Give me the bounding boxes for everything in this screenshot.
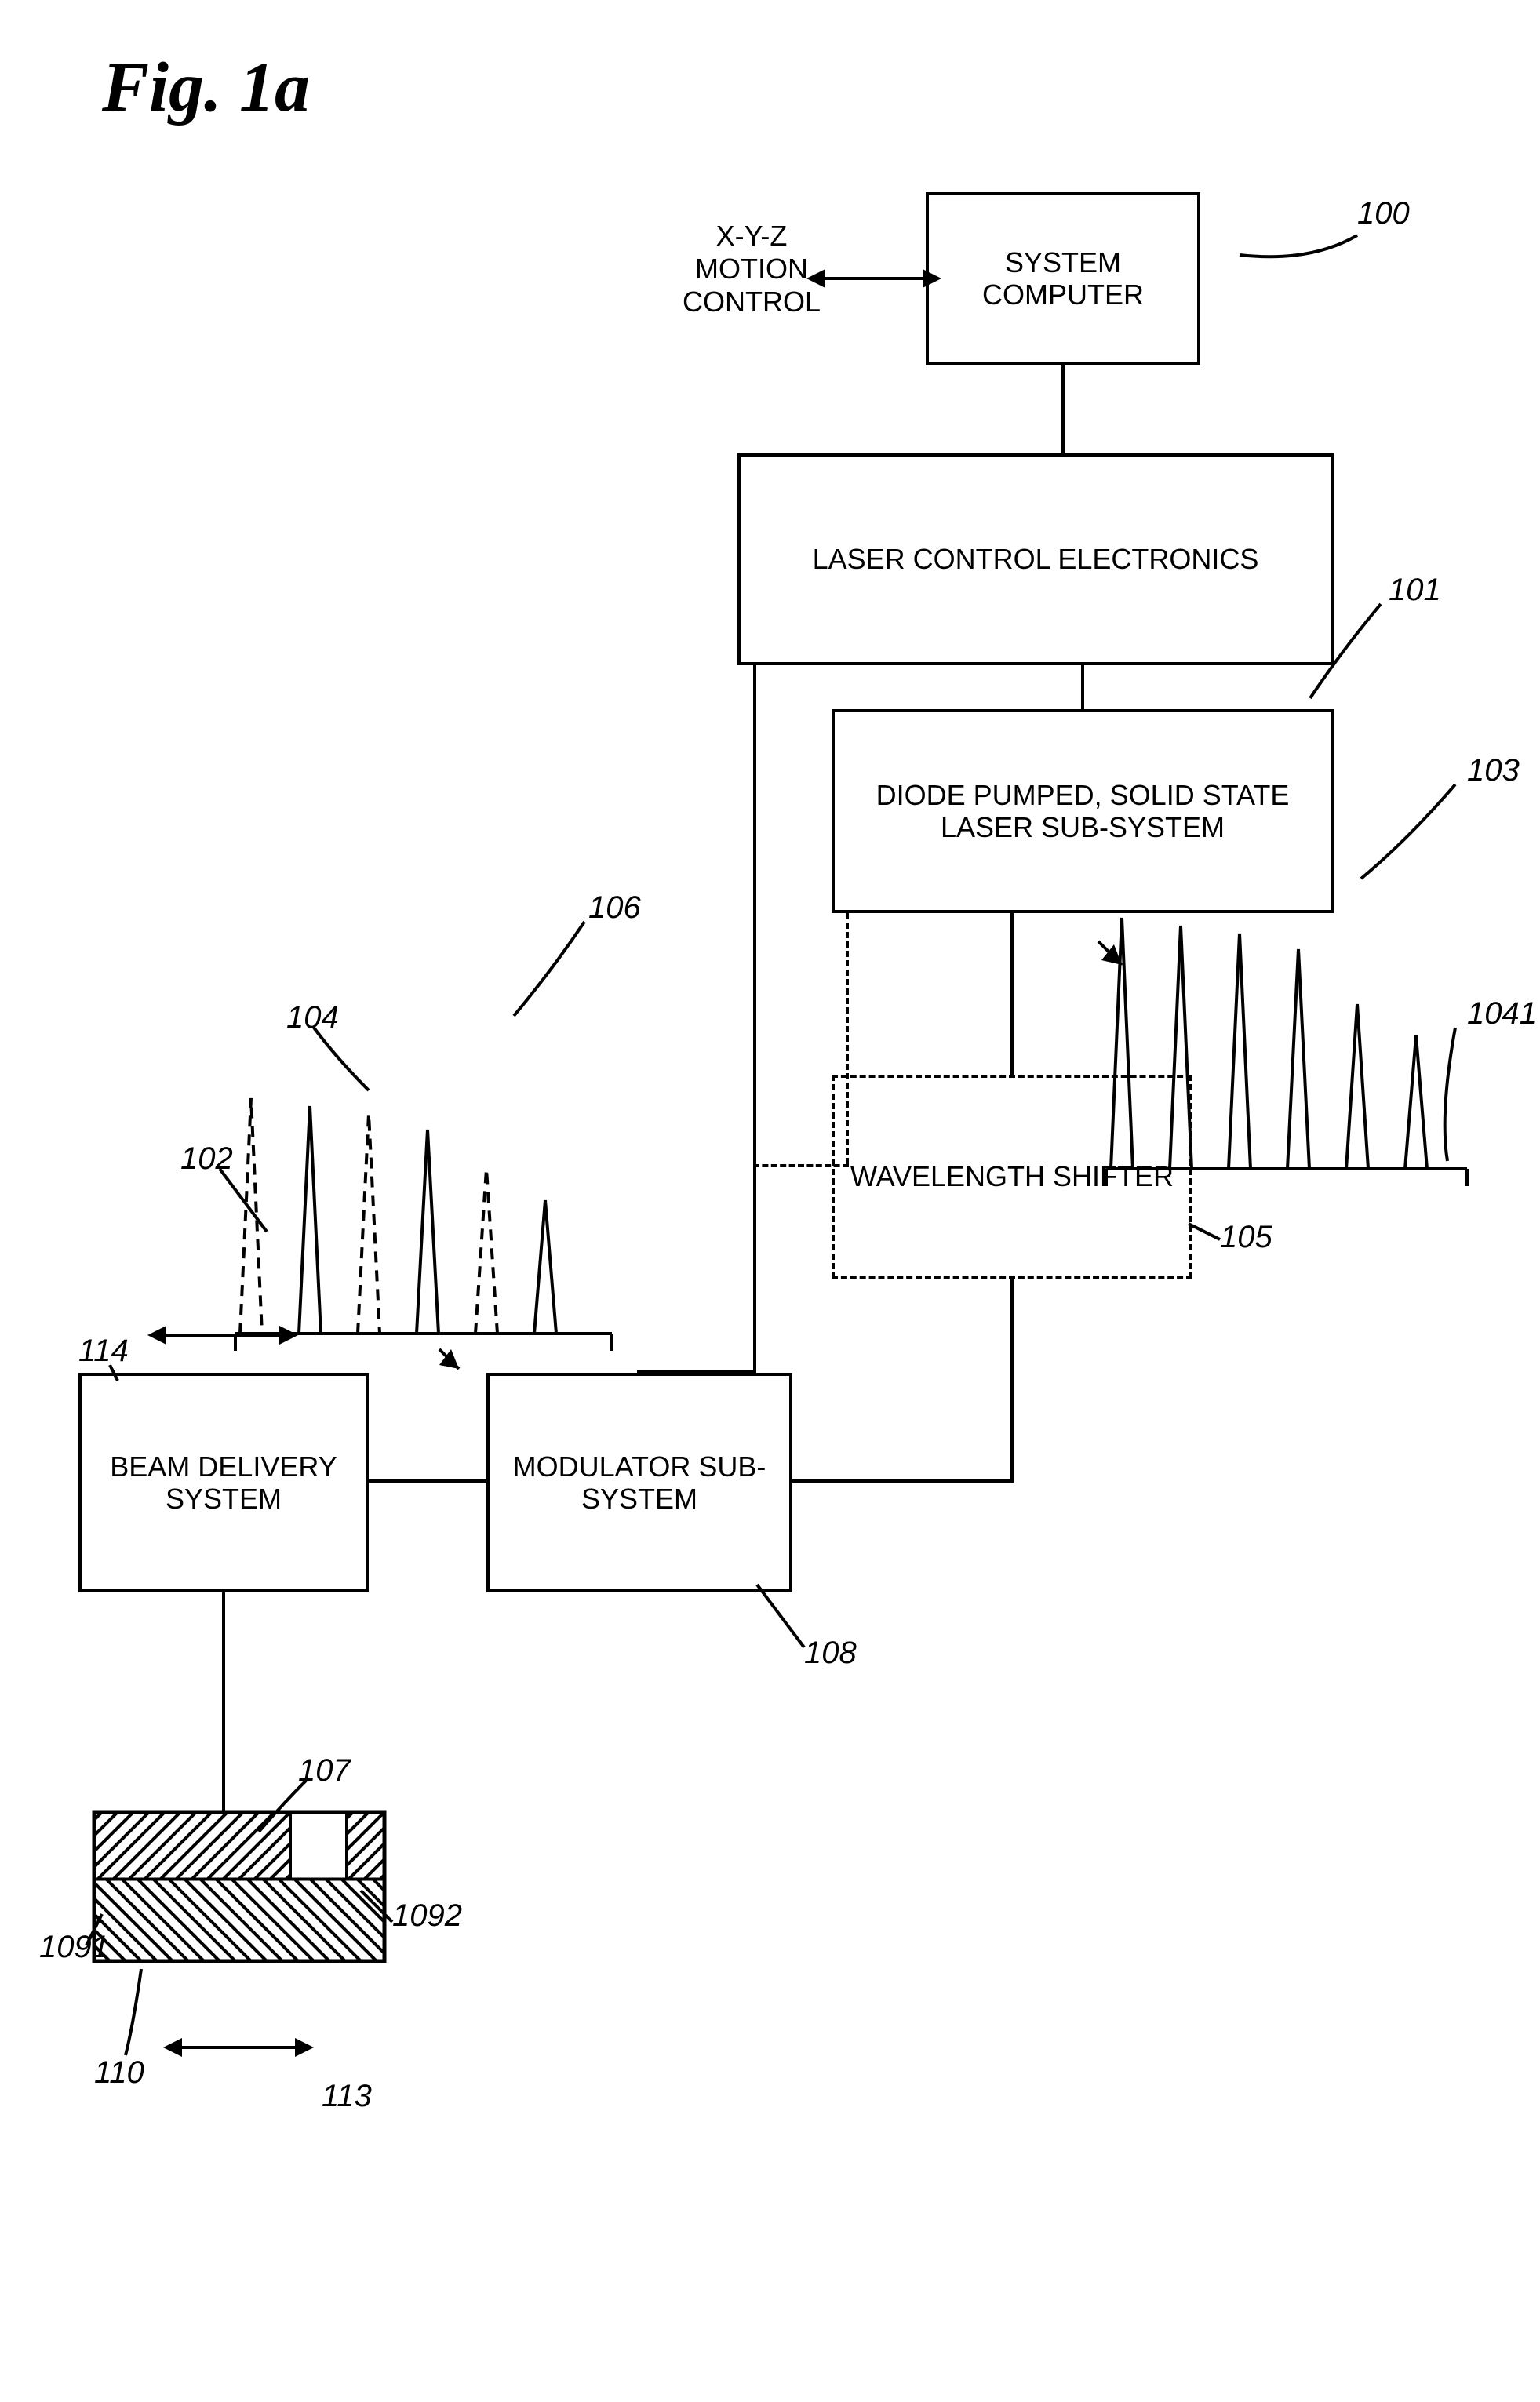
- leader-lines: [0, 0, 1540, 2402]
- block-laser-sub: DIODE PUMPED, SOLID STATE LASER SUB-SYST…: [832, 709, 1334, 913]
- block-wavelength-shifter: WAVELENGTH SHIFTER: [832, 1075, 1192, 1279]
- pulse-train-right: [0, 0, 1540, 2402]
- conn-lasersub-dash-h: [753, 1164, 849, 1167]
- motion-arrow-113-l: [163, 2038, 182, 2057]
- label-101: 101: [1389, 573, 1441, 608]
- block-wavelength-text: WAVELENGTH SHIFTER: [850, 1160, 1174, 1192]
- label-1091: 1091: [39, 1930, 109, 1965]
- motion-arrow-h: [165, 1334, 282, 1337]
- block-laser-control-text: LASER CONTROL ELECTRONICS: [813, 543, 1259, 575]
- label-motion: X-Y-Z MOTION CONTROL: [683, 220, 821, 318]
- motion-arrow-113: [180, 2046, 298, 2049]
- conn-lasersub-wavelength: [1010, 913, 1014, 1075]
- conn-lasersub-dash: [846, 913, 849, 1164]
- block-system-computer: SYSTEM COMPUTER: [926, 192, 1200, 365]
- label-102: 102: [180, 1141, 233, 1177]
- conn-lce-into-mod: [637, 1373, 756, 1376]
- pulse-train-left: [0, 0, 1540, 2402]
- motion-arrow-113-r: [295, 2038, 314, 2057]
- target-substrate: [0, 0, 1540, 2402]
- label-104: 104: [286, 1000, 339, 1035]
- block-beam-delivery-text: BEAM DELIVERY SYSTEM: [82, 1450, 366, 1516]
- label-107: 107: [298, 1753, 351, 1789]
- conn-lce-mod-drop: [753, 665, 756, 668]
- block-beam-delivery: BEAM DELIVERY SYSTEM: [78, 1373, 369, 1592]
- motion-arrow-h-r: [279, 1326, 298, 1345]
- label-1041: 1041: [1467, 996, 1537, 1032]
- figure-title: Fig. 1a: [102, 47, 310, 128]
- motion-arrow-h-l: [147, 1326, 166, 1345]
- label-100: 100: [1357, 196, 1410, 231]
- block-laser-control: LASER CONTROL ELECTRONICS: [737, 453, 1334, 665]
- label-110: 110: [94, 2055, 144, 2091]
- label-113: 113: [322, 2079, 372, 2114]
- conn-beam-target: [222, 1592, 225, 1812]
- label-103: 103: [1467, 753, 1520, 788]
- conn-mod-beam: [369, 1479, 486, 1483]
- block-laser-sub-text: DIODE PUMPED, SOLID STATE LASER SUB-SYST…: [835, 779, 1331, 844]
- conn-lce-to-mod-h: [637, 1370, 756, 1373]
- label-106: 106: [588, 890, 641, 926]
- conn-laserctrl-lasersub: [1081, 665, 1084, 709]
- block-modulator: MODULATOR SUB-SYSTEM: [486, 1373, 792, 1592]
- conn-syscomp-laserctrl: [1061, 365, 1065, 453]
- arrow-motion-right: [923, 269, 941, 288]
- label-1092: 1092: [392, 1898, 462, 1934]
- conn-wave-left: [792, 1479, 1014, 1483]
- label-108: 108: [804, 1636, 857, 1671]
- label-114: 114: [78, 1334, 129, 1369]
- conn-syscomp-motion: [824, 277, 926, 280]
- label-105: 105: [1220, 1220, 1272, 1255]
- block-modulator-text: MODULATOR SUB-SYSTEM: [490, 1450, 789, 1516]
- conn-lce-into-mod2: [637, 1373, 640, 1376]
- conn-wave-down: [1010, 1279, 1014, 1483]
- block-system-computer-text: SYSTEM COMPUTER: [929, 246, 1197, 311]
- conn-lce-down: [753, 665, 756, 1373]
